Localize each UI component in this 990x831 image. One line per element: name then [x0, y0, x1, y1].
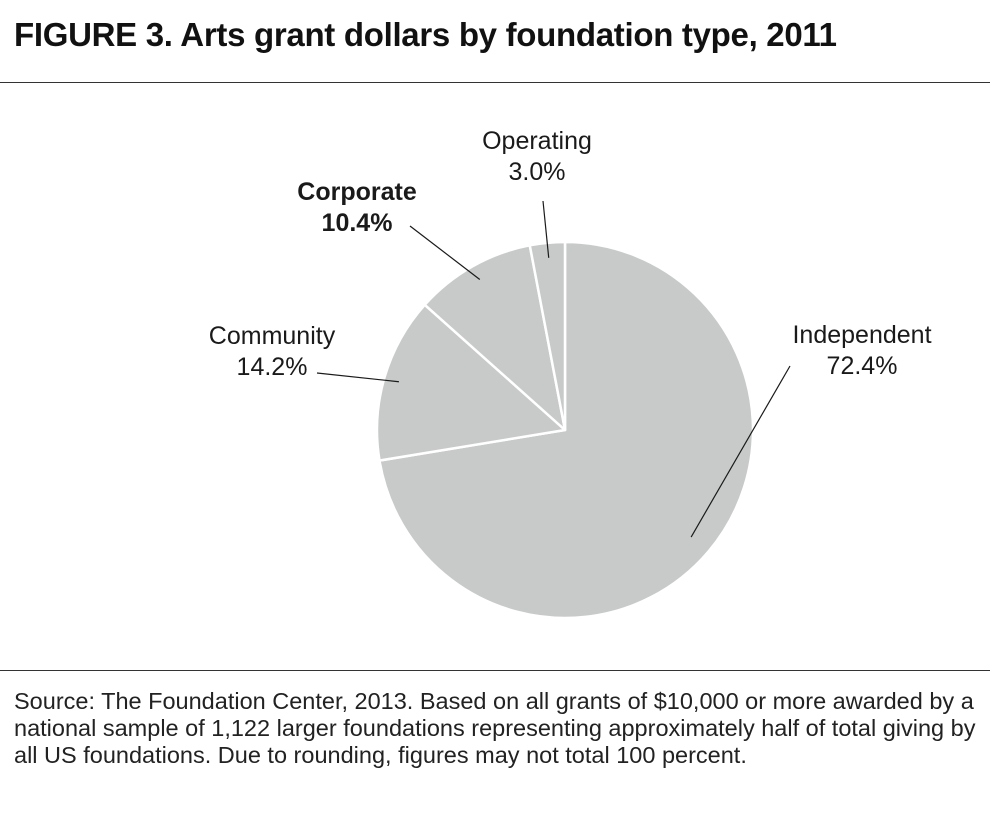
slice-label-operating: Operating	[482, 127, 592, 155]
slice-label-corporate: Corporate	[297, 178, 417, 206]
leader-line-community	[316, 372, 399, 383]
leader-line-independent	[690, 365, 791, 538]
slice-value-operating: 3.0%	[509, 158, 566, 186]
slice-value-corporate: 10.4%	[322, 209, 393, 237]
slice-label-independent: Independent	[792, 321, 931, 349]
leader-line-operating	[542, 200, 550, 258]
top-rule	[0, 82, 990, 83]
chart-title: FIGURE 3. Arts grant dollars by foundati…	[14, 16, 837, 53]
pie-slice-community	[375, 303, 567, 462]
slice-value-community: 14.2%	[237, 353, 308, 381]
bottom-rule	[0, 670, 990, 671]
slice-label-community: Community	[209, 322, 336, 350]
leader-line-corporate	[409, 225, 481, 280]
pie-chart: Independent 72.4% Community 14.2% Corporate 1…	[209, 127, 932, 620]
pie-slice-corporate	[423, 244, 567, 432]
slice-value-independent: 72.4%	[827, 352, 898, 380]
source-note: Source: The Foundation Center, 2013. Bas…	[14, 688, 976, 768]
